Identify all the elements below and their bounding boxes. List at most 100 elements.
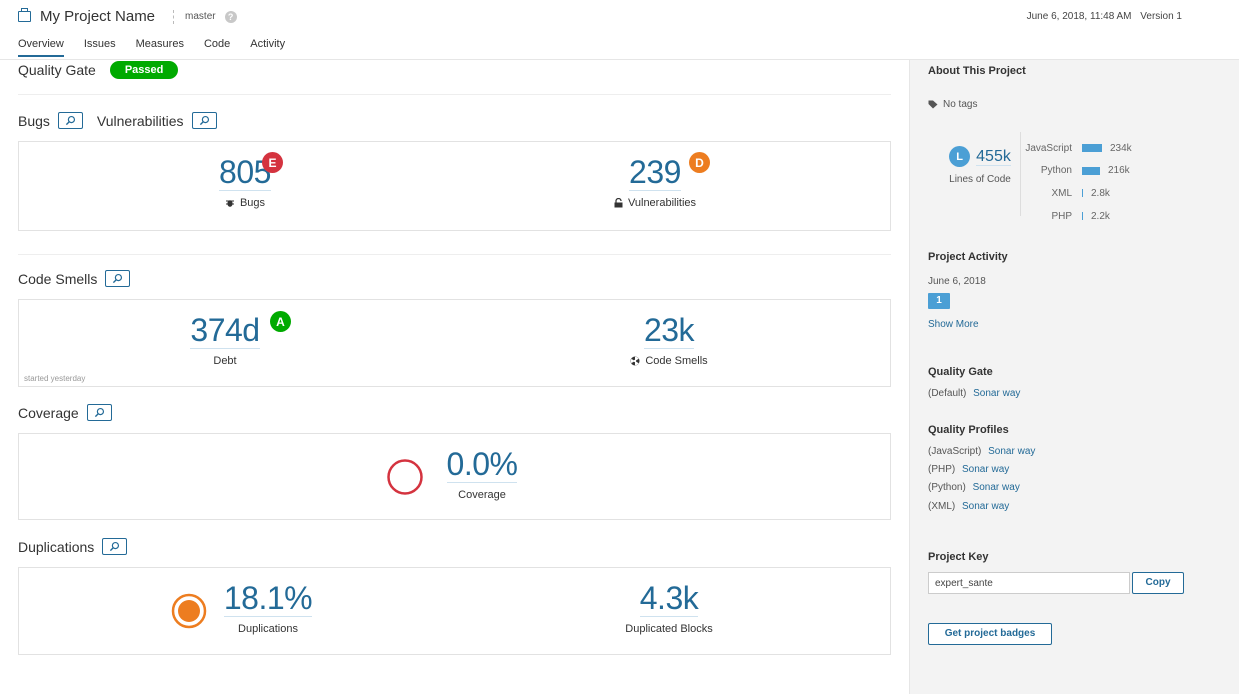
- quality-gate-sidebar-title: Quality Gate: [928, 366, 993, 378]
- coverage-title: Coverage: [18, 404, 79, 421]
- quality-gate-row: (Default) Sonar way: [928, 388, 1020, 399]
- duplications-header: Duplications: [18, 538, 128, 555]
- search-icon: [199, 115, 209, 126]
- analysis-meta: June 6, 2018, 11:48 AM Version 1: [1027, 11, 1182, 22]
- language-value: 216k: [1108, 165, 1130, 177]
- profile-link[interactable]: Sonar way: [962, 501, 1010, 512]
- language-name: Python: [1040, 165, 1072, 177]
- language-bar: [1082, 144, 1102, 153]
- code-smells-value[interactable]: 23k: [643, 312, 695, 349]
- project-icon: [18, 8, 31, 22]
- code-smells-details-button[interactable]: [105, 270, 131, 287]
- project-header: My Project Name master ? June 6, 2018, 1…: [0, 0, 1239, 60]
- duplications-title: Duplications: [18, 538, 95, 555]
- bugs-details-button[interactable]: [57, 112, 83, 129]
- duplicated-blocks-value[interactable]: 4.3k: [639, 580, 699, 617]
- language-row: JavaScript 234k: [1022, 137, 1142, 160]
- started-note: started yesterday: [24, 374, 86, 383]
- tab-measures[interactable]: Measures: [135, 38, 184, 50]
- quality-gate-default-label: (Default): [928, 388, 967, 399]
- lock-icon: [614, 198, 623, 208]
- profile-language: (PHP): [928, 464, 956, 475]
- profile-link[interactable]: Sonar way: [972, 482, 1020, 493]
- quality-gate-status-badge: Passed: [109, 61, 179, 79]
- show-more-link[interactable]: Show More: [928, 319, 979, 330]
- bugs-label: Bugs: [239, 197, 266, 209]
- code-smells-label: Code Smells: [645, 355, 708, 367]
- duplications-card: 18.1% Duplications 4.3k Duplicated Block…: [18, 567, 891, 655]
- project-key-title: Project Key: [928, 551, 989, 563]
- duplications-label: Duplications: [238, 623, 298, 635]
- copy-button[interactable]: Copy: [1132, 572, 1184, 594]
- about-sidebar: About This Project No tags L 455k Lines o…: [909, 60, 1239, 694]
- tags-row[interactable]: No tags: [928, 99, 977, 110]
- duplications-details-button[interactable]: [102, 538, 128, 555]
- analysis-date: June 6, 2018, 11:48 AM: [1026, 11, 1132, 22]
- search-icon: [113, 273, 123, 284]
- tab-issues[interactable]: Issues: [83, 38, 116, 50]
- activity-event-badge[interactable]: 1: [928, 293, 950, 309]
- language-row: PHP 2.2k: [1022, 205, 1142, 228]
- debt-value[interactable]: 374d: [190, 312, 260, 349]
- project-name[interactable]: My Project Name: [40, 8, 156, 25]
- vulnerabilities-label: Vulnerabilities: [627, 197, 697, 209]
- coverage-details-button[interactable]: [86, 404, 112, 421]
- divider: [1020, 132, 1021, 216]
- quality-gate-link[interactable]: Sonar way: [973, 388, 1021, 399]
- language-name: PHP: [1051, 210, 1072, 222]
- profile-row: (Python) Sonar way: [928, 482, 1020, 493]
- search-icon: [94, 407, 104, 418]
- profile-row: (JavaScript) Sonar way: [928, 446, 1035, 457]
- about-title: About This Project: [928, 65, 1026, 77]
- profile-language: (JavaScript): [928, 446, 982, 457]
- profile-link[interactable]: Sonar way: [988, 446, 1036, 457]
- vulnerabilities-details-button[interactable]: [191, 112, 217, 129]
- coverage-value[interactable]: 0.0%: [446, 446, 518, 483]
- language-value: 2.8k: [1091, 187, 1110, 199]
- coverage-measure: 0.0% Coverage: [437, 446, 527, 501]
- bugs-vulns-header: Bugs Vulnerabilities: [18, 112, 217, 129]
- quality-gate-title: Quality Gate: [18, 62, 96, 78]
- duplicated-blocks-measure: 4.3k Duplicated Blocks: [609, 580, 729, 635]
- get-project-badges-button[interactable]: Get project badges: [928, 623, 1052, 645]
- nav-tabs: Overview Issues Measures Code Activity: [18, 38, 305, 57]
- lines-of-code-value[interactable]: 455k: [976, 147, 1011, 166]
- branch-label[interactable]: master: [185, 11, 216, 22]
- overview-main: Quality Gate Passed Bugs Vulnerabilities…: [0, 60, 909, 694]
- code-smells-card: 374d Debt A 23k Code Smells started yest…: [18, 299, 891, 387]
- search-icon: [65, 115, 75, 126]
- language-value: 2.2k: [1091, 210, 1110, 222]
- profile-language: (XML): [928, 501, 956, 512]
- language-bar: [1082, 212, 1083, 221]
- divider: [18, 94, 891, 95]
- coverage-label: Coverage: [458, 489, 506, 501]
- search-icon: [110, 541, 120, 552]
- duplications-measure: 18.1% Duplications: [213, 580, 323, 635]
- tab-overview[interactable]: Overview: [18, 38, 64, 57]
- tab-code[interactable]: Code: [203, 38, 231, 50]
- bugs-label-row: Bugs: [195, 197, 295, 209]
- coverage-donut-icon: [387, 459, 423, 495]
- language-bar: [1082, 189, 1083, 198]
- vulnerabilities-rating-badge[interactable]: D: [689, 152, 710, 173]
- profile-link[interactable]: Sonar way: [962, 464, 1010, 475]
- vulnerabilities-label-row: Vulnerabilities: [605, 197, 705, 209]
- project-key-field[interactable]: expert_sante: [928, 572, 1130, 594]
- profile-row: (PHP) Sonar way: [928, 464, 1009, 475]
- project-title-row: My Project Name master ?: [18, 8, 237, 25]
- code-smells-measure: 23k Code Smells: [619, 312, 719, 367]
- bugs-rating-badge[interactable]: E: [262, 152, 283, 173]
- tab-activity[interactable]: Activity: [250, 38, 286, 50]
- divider: [173, 9, 175, 24]
- language-row: Python 216k: [1022, 160, 1142, 183]
- quality-profiles-title: Quality Profiles: [928, 424, 1009, 436]
- duplications-value[interactable]: 18.1%: [223, 580, 313, 617]
- lines-of-code: L 455k Lines of Code: [936, 146, 1024, 185]
- tags-label: No tags: [943, 99, 978, 110]
- tag-icon: [928, 100, 938, 109]
- profile-row: (XML) Sonar way: [928, 501, 1009, 512]
- debt-rating-badge[interactable]: A: [270, 311, 291, 332]
- vulnerabilities-value[interactable]: 239: [629, 154, 681, 191]
- project-activity-title: Project Activity: [928, 251, 1008, 263]
- help-icon[interactable]: ?: [224, 10, 237, 23]
